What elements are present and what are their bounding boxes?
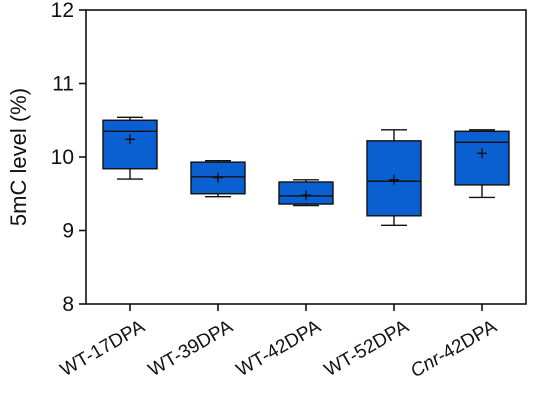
plot-frame [85, 9, 527, 305]
y-tick-label: 9 [62, 220, 74, 243]
iqr-box [102, 119, 158, 170]
x-axis-ticks: WT-17DPAWT-39DPAWT-42DPAWT-52DPACnr-42DP… [57, 304, 501, 382]
y-tick-label: 12 [51, 0, 74, 22]
box-cnr-42dpa [454, 129, 510, 199]
box-plot-series [102, 116, 510, 227]
mean-marker [477, 148, 487, 159]
x-tick-label: WT-39DPA [145, 316, 237, 381]
y-axis-ticks: 8 9 10 11 12 [51, 0, 86, 316]
x-tick-label: WT-42DPA [233, 316, 325, 381]
x-tick-label: WT-52DPA [321, 316, 413, 381]
x-tick-label: WT-17DPA [57, 316, 149, 381]
mean-marker [389, 174, 399, 185]
box-wt-17dpa [102, 116, 158, 180]
y-axis-label: 5mC level (%) [6, 88, 31, 226]
y-tick-label: 10 [51, 146, 74, 169]
x-tick-label: Cnr-42DPA [407, 316, 501, 382]
box-wt-52dpa [366, 129, 422, 227]
y-tick-label: 8 [62, 293, 74, 316]
mean-marker [301, 190, 311, 201]
y-tick-label: 11 [52, 73, 74, 96]
box-wt-39dpa [190, 159, 246, 198]
mean-marker [213, 172, 223, 183]
box-wt-42dpa [278, 179, 334, 207]
mean-marker [125, 134, 135, 145]
